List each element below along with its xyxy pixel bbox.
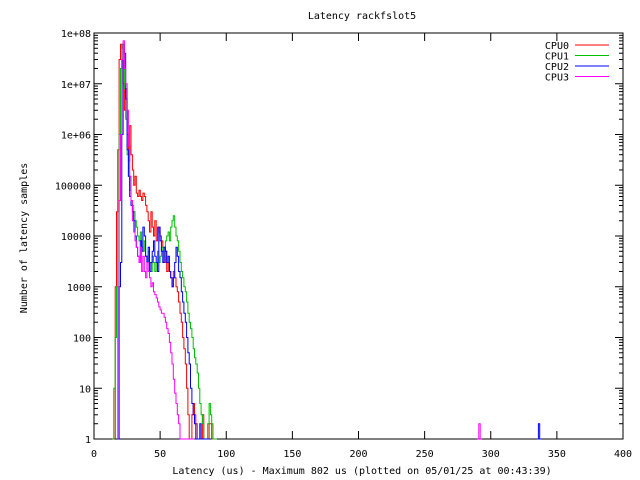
y-tick-label: 10 — [79, 384, 91, 395]
y-tick-label: 10000 — [61, 232, 91, 243]
legend-label-cpu3: CPU3 — [545, 73, 569, 84]
x-axis-label: Latency (us) - Maximum 802 us (plotted o… — [172, 466, 551, 477]
series-cpu3-line — [117, 40, 482, 440]
series-cpu0-line — [114, 43, 215, 440]
legend-label-cpu0: CPU0 — [545, 41, 569, 52]
x-tick-label: 250 — [416, 449, 434, 460]
x-tick-label: 200 — [349, 449, 367, 460]
y-tick-label: 100000 — [55, 181, 91, 192]
y-axis: 1 10 100 1000 10000 100000 1e+06 1e+07 1e+08 — [55, 29, 623, 446]
x-axis: 0 50 100 150 200 250 300 350 400 — [91, 33, 632, 460]
y-tick-label: 1 — [85, 435, 91, 446]
y-tick-label: 100 — [73, 334, 91, 345]
x-tick-label: 50 — [154, 449, 166, 460]
y-tick-label: 1000 — [67, 283, 91, 294]
x-tick-label: 150 — [283, 449, 301, 460]
x-tick-label: 400 — [614, 449, 632, 460]
series-cpu2-line — [117, 43, 541, 440]
legend-label-cpu1: CPU1 — [545, 52, 569, 63]
y-tick-label: 1e+08 — [61, 29, 91, 40]
legend-label-cpu2: CPU2 — [545, 62, 569, 73]
y-tick-label: 1e+06 — [61, 131, 91, 142]
x-tick-label: 350 — [548, 449, 566, 460]
series-cpu1-line — [112, 43, 217, 440]
chart-title: Latency rackfslot5 — [308, 11, 416, 22]
x-tick-label: 300 — [482, 449, 500, 460]
series-group — [112, 40, 541, 440]
x-tick-label: 0 — [91, 449, 97, 460]
y-tick-label: 1e+07 — [61, 80, 91, 91]
x-tick-label: 100 — [217, 449, 235, 460]
y-axis-label: Number of latency samples — [19, 163, 30, 314]
